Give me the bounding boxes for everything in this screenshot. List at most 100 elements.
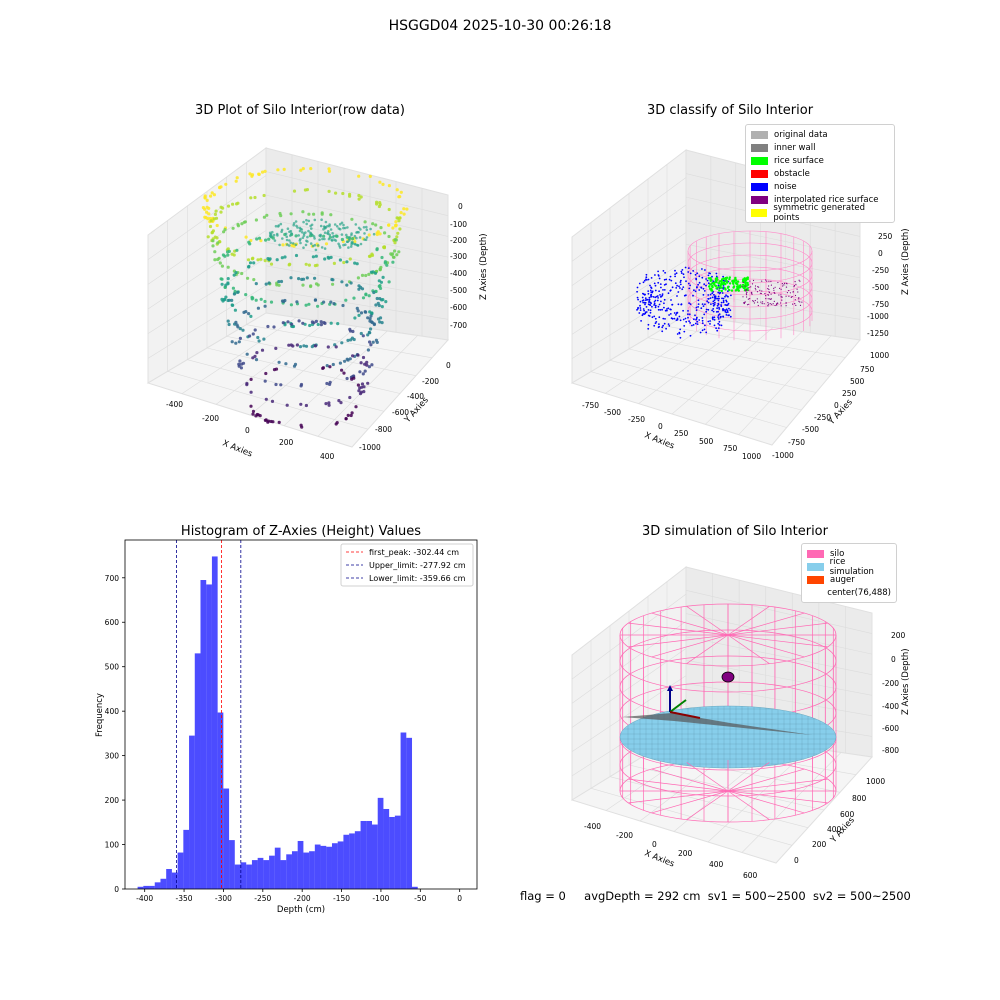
legend-item: inner wall xyxy=(751,141,889,154)
histogram-bar xyxy=(412,886,418,889)
histogram-bar xyxy=(229,840,235,889)
histogram-bar xyxy=(223,788,230,889)
status-sv1: sv1 = 500~2500 xyxy=(707,889,806,903)
histogram-ytick-label: 200 xyxy=(105,796,120,805)
histogram-bar xyxy=(160,878,167,889)
histogram-bar xyxy=(406,737,413,889)
legend-item: noise xyxy=(751,180,889,193)
histogram-bar xyxy=(269,855,275,889)
histogram-bar xyxy=(371,824,378,889)
sim-ztick: 200 xyxy=(891,631,906,640)
histogram-bar xyxy=(217,712,224,889)
figure-title: HSGGD04 2025-10-30 00:26:18 xyxy=(388,18,612,34)
classify-ztick: -250 xyxy=(872,266,889,275)
histogram-bar xyxy=(274,847,281,889)
sim-ytick: 1000 xyxy=(866,777,885,786)
histogram-bar xyxy=(354,831,361,889)
sim-xlabel: X Axies xyxy=(643,849,676,870)
legend-swatch xyxy=(807,589,821,597)
classify-xtick: -250 xyxy=(628,415,645,424)
classify-scatter-points xyxy=(636,266,803,339)
histogram-bar xyxy=(154,882,161,889)
legend-label: original data xyxy=(774,129,828,140)
histogram-bar xyxy=(303,852,310,889)
histogram-legend: first_peak: -302.44 cm Upper_limit: -277… xyxy=(340,543,474,587)
raw-ytick: -800 xyxy=(375,425,392,434)
sim-xtick: 600 xyxy=(743,871,758,880)
histogram-xlabel: Depth (cm) xyxy=(277,905,325,915)
raw-ztick: -200 xyxy=(450,236,467,245)
sim-ztick: -400 xyxy=(882,702,899,711)
histogram-bar xyxy=(280,860,287,889)
sim-xtick: 0 xyxy=(652,840,657,849)
classify-ztick: 250 xyxy=(878,232,893,241)
histogram-xtick-label: -350 xyxy=(176,894,193,903)
raw-ztick: -100 xyxy=(450,220,467,229)
histogram-xticks: -400 -350 -300 -250 -200 -150 -100 -50 0 xyxy=(136,889,462,903)
legend-label: silo xyxy=(830,548,845,559)
histogram-bar xyxy=(337,841,344,889)
histogram-bar xyxy=(349,833,355,889)
classify-ytick: -500 xyxy=(802,425,819,434)
classify-ytick: 0 xyxy=(834,401,839,410)
legend-swatch xyxy=(751,156,768,165)
classify-xtick: 750 xyxy=(723,444,738,453)
auger-marker xyxy=(721,671,735,683)
histogram-xtick-label: -100 xyxy=(372,894,389,903)
histogram-xtick-label: 0 xyxy=(457,894,462,903)
sim-xtick: 200 xyxy=(678,849,693,858)
sim-ytick: 0 xyxy=(794,856,799,865)
raw-ytick: 0 xyxy=(446,361,451,370)
histogram-bar xyxy=(309,851,315,889)
classify-ztick: -1000 xyxy=(867,312,889,321)
histogram-bar xyxy=(383,808,390,889)
legend-item: silo xyxy=(807,547,891,560)
status-avg-depth: avgDepth = 292 cm xyxy=(584,889,701,903)
histogram-frame xyxy=(124,539,478,890)
histogram-bar xyxy=(291,851,298,889)
histogram-bar xyxy=(400,732,407,889)
rice-surface-shadow xyxy=(622,713,812,735)
histogram-bars xyxy=(137,556,418,889)
sim-ztick: -600 xyxy=(882,724,899,733)
histogram-yticks: 0 100 200 300 400 500 600 700 xyxy=(105,574,125,894)
histogram-bar xyxy=(286,854,292,889)
classify-ytick: 500 xyxy=(850,377,865,386)
legend-item: auger xyxy=(807,573,891,586)
histogram-bar xyxy=(263,860,270,889)
raw-ztick: -700 xyxy=(450,321,467,330)
histogram-bar xyxy=(394,815,401,889)
legend-swatch xyxy=(751,182,768,191)
raw-ztick: -300 xyxy=(450,252,467,261)
sim-ytick: 600 xyxy=(840,810,855,819)
sim-ztick: -200 xyxy=(882,679,899,688)
simulation-silo-wireframe-front xyxy=(620,604,836,822)
simulation-legend: silo rice simulation auger center(76,488) xyxy=(801,543,897,603)
legend-label: inner wall xyxy=(774,142,816,153)
raw-ytick: -400 xyxy=(407,392,424,401)
legend-label: rice simulation xyxy=(829,556,874,577)
histogram-bar xyxy=(360,820,367,889)
histogram-bar xyxy=(200,580,207,889)
histogram-bar xyxy=(183,829,190,889)
classify-ytick: 250 xyxy=(842,389,857,398)
classify-xtick: 1000 xyxy=(742,452,761,461)
histogram-xtick-label: -300 xyxy=(215,894,232,903)
histogram-bar xyxy=(143,885,150,889)
classify-silo-wireframe xyxy=(687,230,813,341)
legend-item: rice surface xyxy=(751,154,889,167)
histogram-xtick-label: -400 xyxy=(136,894,153,903)
histogram-ytick-label: 100 xyxy=(105,841,120,850)
histogram-ytick-label: 400 xyxy=(105,707,120,716)
classify-zlabel: Z Axies (Depth) xyxy=(901,228,910,295)
sim-ztick: 0 xyxy=(891,655,896,664)
raw-xtick: -200 xyxy=(202,414,219,423)
histogram-bar xyxy=(377,797,384,889)
histogram-bar xyxy=(331,843,338,889)
histogram-bar xyxy=(257,857,264,889)
raw-xlabel: X Axies xyxy=(221,439,254,460)
histogram-ylabel: Frequency xyxy=(95,693,105,737)
histogram-ytick-label: 0 xyxy=(114,885,119,894)
legend-item: original data xyxy=(751,128,889,141)
classify-xtick: 500 xyxy=(699,437,714,446)
